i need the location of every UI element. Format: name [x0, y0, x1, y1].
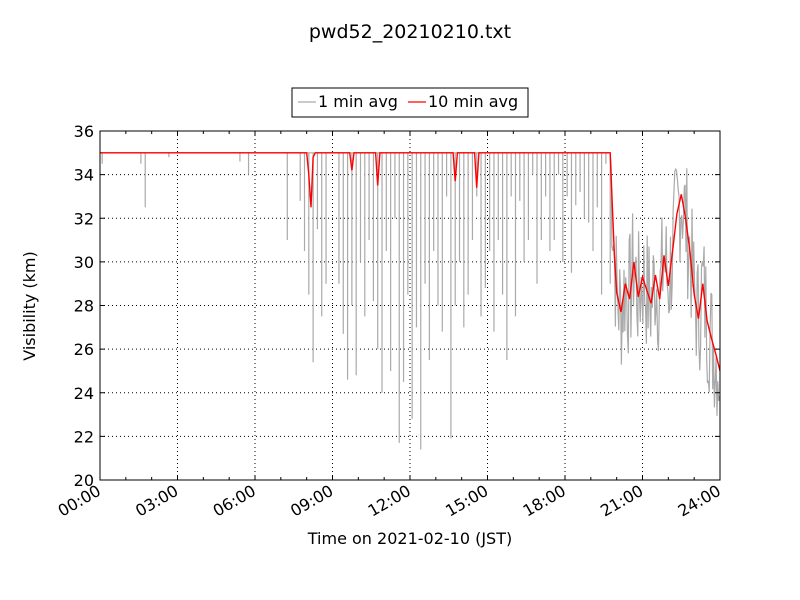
x-tick-label: 06:00: [210, 481, 259, 521]
y-tick-label: 22: [74, 427, 94, 446]
series-10-min-avg: [100, 152, 721, 372]
y-tick-label: 34: [74, 166, 94, 185]
y-tick-label: 24: [74, 384, 94, 403]
y-tick-label: 26: [74, 340, 94, 359]
chart-title: pwd52_20210210.txt: [309, 21, 511, 43]
x-tick-label: 09:00: [287, 481, 336, 521]
y-tick-label: 20: [74, 471, 94, 490]
series-1-min-avg: [100, 152, 721, 450]
x-tick-label: 12:00: [365, 481, 414, 521]
y-tick-label: 36: [74, 122, 94, 141]
y-axis-label: Visibility (km): [20, 251, 39, 360]
legend-label-1-min-avg: 1 min avg: [318, 92, 398, 111]
x-axis-label: Time on 2021-02-10 (JST): [307, 529, 512, 548]
y-tick-label: 30: [74, 253, 94, 272]
legend-label-10-min-avg: 10 min avg: [428, 92, 518, 111]
legend: 1 min avg 10 min avg: [291, 87, 529, 118]
y-tick-label: 28: [74, 297, 94, 316]
y-tick-label: 32: [74, 209, 94, 228]
x-tick-label: 15:00: [442, 481, 491, 521]
x-tick-label: 21:00: [597, 481, 646, 521]
x-tick-label: 03:00: [132, 481, 181, 521]
x-tick-label: 24:00: [675, 481, 724, 521]
plot-frame: [99, 130, 721, 481]
series-10-min-avg-line: [100, 152, 721, 372]
x-tick-label: 18:00: [520, 481, 569, 521]
